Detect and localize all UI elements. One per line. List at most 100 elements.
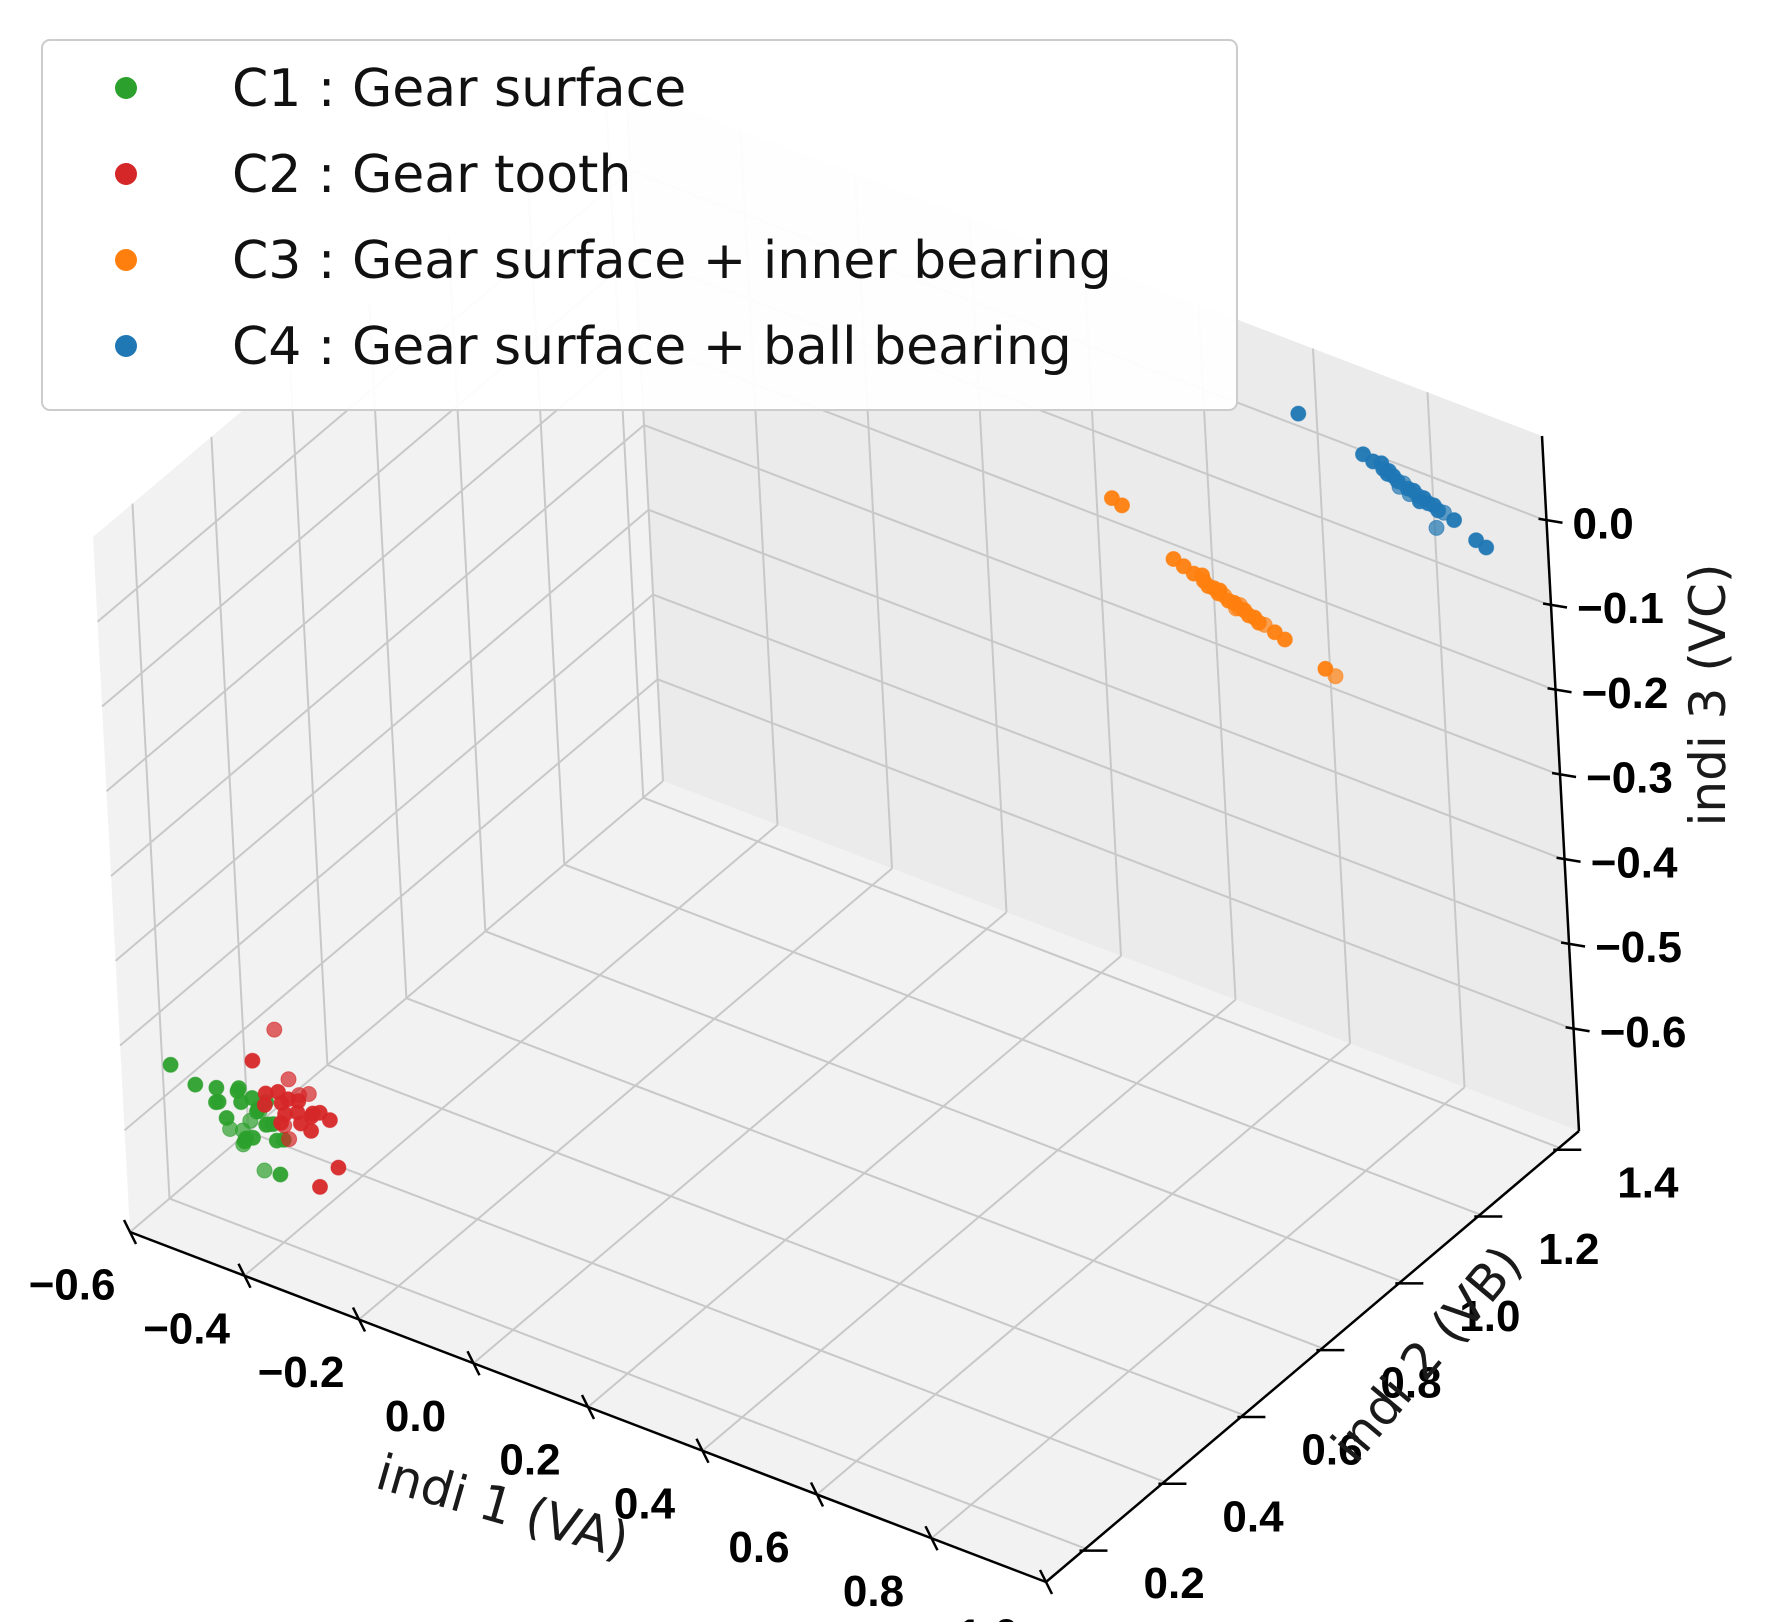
data-point <box>1114 497 1130 514</box>
grid-line-z-back <box>648 508 1565 861</box>
z-axis-label: indi 3 (VC) <box>1679 564 1737 827</box>
legend-marker <box>115 163 137 185</box>
data-point <box>1165 551 1182 567</box>
legend-marker <box>115 77 137 99</box>
y-tick-label: 0.2 <box>1144 1559 1205 1608</box>
data-point <box>235 1136 252 1153</box>
x-tick-label: −0.2 <box>258 1348 345 1397</box>
grid-line-x-floor <box>816 1042 1351 1496</box>
z-tick-label: −0.5 <box>1595 923 1682 972</box>
data-point <box>187 1076 204 1093</box>
y-tick-label: 1.4 <box>1617 1158 1679 1207</box>
z-axis-line <box>1540 435 1581 1132</box>
x-tick-label: 0.4 <box>614 1479 676 1528</box>
grid-line-y-floor <box>327 1064 1244 1416</box>
x-tick-mark <box>695 1438 710 1464</box>
x-tick-label: 0.8 <box>843 1567 904 1616</box>
data-point <box>277 1106 294 1122</box>
data-point <box>330 1159 347 1176</box>
data-point <box>1211 582 1228 599</box>
data-point <box>280 1071 297 1088</box>
grid-line-y-floor <box>642 796 1560 1149</box>
legend: C1 : Gear surface C2 : Gear tooth C3 : Gea… <box>41 39 1238 411</box>
grid-line-z-wall <box>110 424 645 877</box>
z-tick-mark <box>1547 687 1572 694</box>
z-tick-mark <box>1565 1026 1590 1033</box>
y-tick-label: 1.0 <box>1459 1292 1520 1341</box>
grid-line-y-floor <box>484 930 1402 1283</box>
x-tick-label: 0.2 <box>499 1436 560 1485</box>
data-point <box>1228 600 1245 617</box>
tick-labels: −0.6 −0.4 −0.2 0.0 0.2 0.4 0.6 0.8 1.0 0.2 0.4 0.6 0… <box>29 499 1687 1622</box>
grid-line-x-back <box>1312 348 1351 1044</box>
data-point <box>210 1093 227 1110</box>
z-tick-mark <box>1551 771 1577 779</box>
grid-line-x-floor <box>472 911 1008 1365</box>
y-tick-label: 1.2 <box>1538 1225 1599 1274</box>
z-tick-label: −0.3 <box>1586 754 1673 803</box>
grid-line-z-wall <box>119 593 654 1047</box>
legend-marker <box>115 249 137 271</box>
z-tick-label: −0.1 <box>1577 584 1664 633</box>
data-points <box>162 405 1495 1195</box>
data-point <box>234 1122 251 1139</box>
legend-box <box>41 39 1238 411</box>
grid-line-x-floor <box>587 955 1122 1408</box>
z-tick-label: −0.6 <box>1600 1008 1687 1057</box>
legend-label: C2 : Gear tooth <box>232 145 631 205</box>
grid-line-y-floor <box>563 863 1481 1216</box>
x-tick-label: 0.6 <box>728 1523 789 1572</box>
grid-line-x-back <box>1197 304 1237 1000</box>
grid-line-y-wall <box>289 369 329 1066</box>
y-tick-label: 0.4 <box>1222 1492 1284 1541</box>
data-point <box>1327 668 1344 685</box>
x-tick-mark <box>237 1263 252 1289</box>
legend-label: C1 : Gear surface <box>232 59 686 119</box>
data-point <box>1290 405 1307 422</box>
data-point <box>208 1079 225 1096</box>
x-tick-label: −0.4 <box>143 1304 230 1353</box>
data-point <box>229 1083 246 1099</box>
grid-line-z-back <box>652 593 1570 946</box>
grid-line-x-floor <box>358 867 893 1321</box>
data-point <box>1446 512 1463 529</box>
data-point <box>280 1091 297 1108</box>
z-tick-label: −0.2 <box>1582 669 1669 718</box>
z-tick-mark <box>1556 856 1581 864</box>
x-tick-mark <box>580 1394 596 1420</box>
data-point <box>300 1086 317 1102</box>
data-point <box>266 1021 283 1038</box>
grid-line-x-floor <box>701 998 1237 1452</box>
series-2 <box>244 1021 347 1195</box>
data-point <box>1380 463 1397 479</box>
data-point <box>257 1085 274 1102</box>
x-tick-label: 1.0 <box>957 1611 1018 1622</box>
data-point <box>1355 446 1371 463</box>
data-point <box>1428 519 1445 536</box>
data-point <box>1478 539 1495 556</box>
data-point <box>1411 493 1428 510</box>
data-point <box>292 1115 309 1132</box>
data-point <box>281 1131 298 1148</box>
data-point <box>162 1056 179 1073</box>
grid-lines <box>96 85 1580 1583</box>
grid-line-z-wall <box>105 339 641 793</box>
z-tick-mark <box>1542 602 1568 609</box>
legend-label: C3 : Gear surface + inner bearing <box>232 231 1112 291</box>
x-tick-mark <box>466 1350 481 1376</box>
y-tick-label: 0.6 <box>1301 1426 1362 1475</box>
grid-line-y-wall <box>131 503 171 1199</box>
axis-lines <box>122 435 1590 1595</box>
legend-label: C4 : Gear surface + ball bearing <box>232 317 1072 377</box>
grid-line-y-wall <box>210 436 250 1132</box>
x-tick-label: 0.0 <box>385 1392 446 1441</box>
z-tick-mark <box>1560 941 1586 948</box>
grid-line-z-back <box>643 424 1561 776</box>
x-tick-mark <box>122 1219 138 1245</box>
data-point <box>1276 631 1293 648</box>
z-tick-label: −0.4 <box>1591 838 1678 887</box>
grid-line-y-floor <box>169 1197 1086 1550</box>
x-tick-mark <box>1038 1569 1054 1595</box>
series-4 <box>1290 405 1495 556</box>
